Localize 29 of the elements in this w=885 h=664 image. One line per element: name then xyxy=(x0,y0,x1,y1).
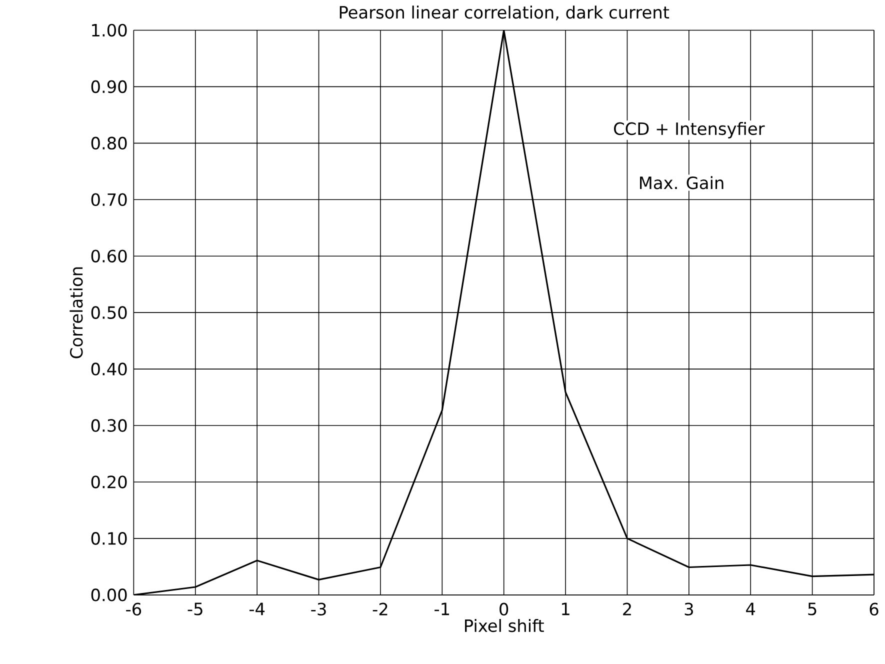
x-tick-label: 2 xyxy=(623,602,631,616)
x-tick-label: -6 xyxy=(126,602,142,616)
x-tick-label: -2 xyxy=(372,602,388,616)
y-tick-label: 0.60 xyxy=(91,250,127,263)
chart-title: Pearson linear correlation, dark current xyxy=(340,6,670,21)
x-tick-label: 0 xyxy=(500,602,508,616)
annotation: CCD + Intensyfier xyxy=(614,122,765,138)
y-tick-label: 0.70 xyxy=(91,193,127,206)
y-axis-title: Correlation xyxy=(70,268,83,358)
y-tick-label: 0.10 xyxy=(91,532,127,545)
y-tick-label: 0.90 xyxy=(91,80,127,94)
x-axis-title: Pixel shift xyxy=(465,619,544,632)
x-tick-label: 6 xyxy=(870,602,878,616)
x-tick-label: 1 xyxy=(562,602,570,616)
x-tick-label: -3 xyxy=(311,602,326,616)
x-tick-label: 3 xyxy=(684,602,693,616)
x-tick-label: 5 xyxy=(808,602,816,616)
y-tick-label: 0.80 xyxy=(91,136,127,150)
y-tick-label: 1.00 xyxy=(92,24,127,37)
annotation: Max. Gain xyxy=(640,176,724,190)
y-tick-label: 0.50 xyxy=(91,306,127,320)
x-tick-label: -5 xyxy=(188,602,202,616)
y-tick-label: 0.20 xyxy=(91,476,127,488)
y-tick-label: 0.00 xyxy=(91,588,127,602)
y-tick-label: 0.40 xyxy=(91,362,127,376)
y-tick-label: 0.30 xyxy=(91,419,127,432)
x-tick-label: -4 xyxy=(249,602,265,616)
x-tick-label: 4 xyxy=(746,602,756,616)
x-tick-label: -1 xyxy=(434,602,450,616)
